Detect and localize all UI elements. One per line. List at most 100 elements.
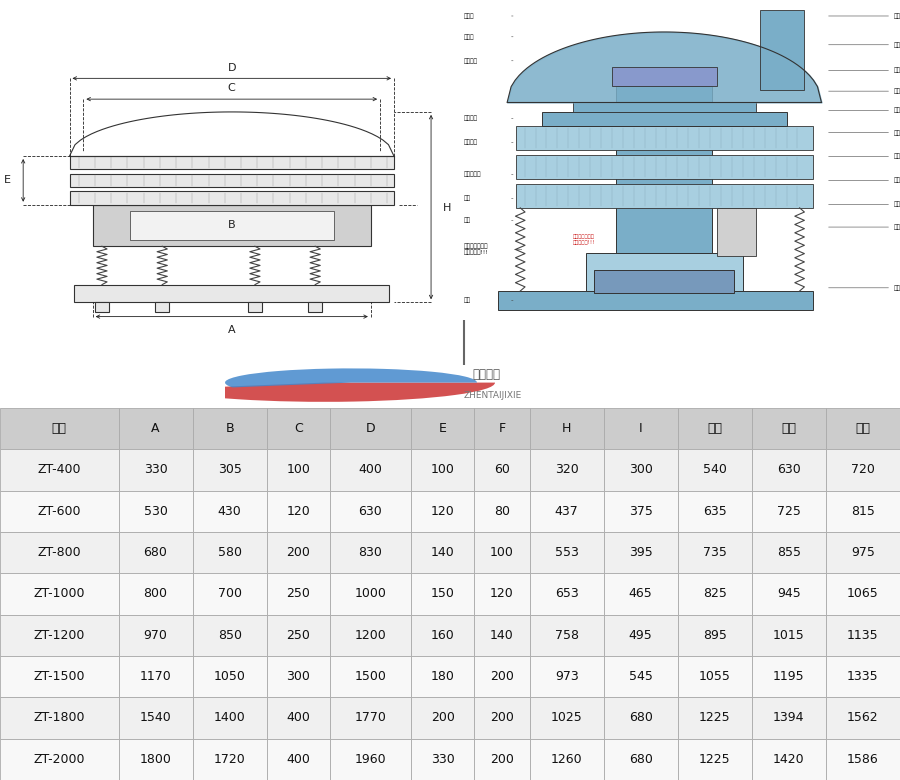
Text: 120: 120 [286,505,310,518]
Bar [411,697,474,739]
Text: 540: 540 [703,463,727,477]
Text: 小尺寸排料: 小尺寸排料 [464,172,481,177]
Text: 725: 725 [777,505,801,518]
Text: 1065: 1065 [847,587,878,601]
Text: C: C [228,83,236,94]
Bar [516,184,813,207]
Text: 1025: 1025 [551,711,582,725]
Text: 1225: 1225 [699,753,731,766]
Bar [0,656,119,697]
Text: E: E [4,176,11,186]
Text: B: B [228,221,236,230]
Bar [411,739,474,780]
Bar [678,449,752,491]
Bar [612,67,716,87]
Bar [474,615,529,656]
Bar [266,739,329,780]
Text: 三层: 三层 [856,422,870,435]
Text: 二层: 二层 [781,422,797,435]
Bar [542,112,787,126]
Bar [604,739,678,780]
Bar [95,302,109,312]
Bar [604,656,678,697]
Text: ZT-800: ZT-800 [38,546,81,559]
Bar [193,532,266,573]
Bar [752,491,826,532]
Text: 振体: 振体 [894,202,900,207]
Bar [193,408,266,449]
Bar [119,491,193,532]
Text: 680: 680 [144,546,167,559]
Bar [248,302,262,312]
Text: 1055: 1055 [699,670,731,683]
Text: 553: 553 [554,546,579,559]
Text: 1394: 1394 [773,711,805,725]
Bar [604,697,678,739]
Text: 700: 700 [218,587,241,601]
Text: 顶部框架: 顶部框架 [464,58,478,63]
Text: 830: 830 [358,546,382,559]
Text: 140: 140 [490,629,514,642]
Text: F: F [499,422,506,435]
Text: 1195: 1195 [773,670,805,683]
Text: 200: 200 [490,711,514,725]
Text: 680: 680 [629,753,652,766]
Bar [474,573,529,615]
Text: D: D [228,62,236,73]
Bar [266,656,329,697]
Text: 绕外重锤板: 绕外重锤板 [894,154,900,159]
Text: 100: 100 [490,546,514,559]
Text: A: A [151,422,160,435]
Text: 筛网法兰: 筛网法兰 [894,88,900,94]
Text: A: A [228,324,236,335]
Bar [193,449,266,491]
Text: 250: 250 [286,629,310,642]
Bar [266,449,329,491]
Text: 底座: 底座 [464,298,471,303]
Bar [474,739,529,780]
Bar [826,491,900,532]
Bar [119,573,193,615]
Text: 430: 430 [218,505,241,518]
Text: 下部重锤: 下部重锤 [894,285,900,291]
Text: ZHENTAIJIXIE: ZHENTAIJIXIE [464,391,522,400]
Bar [474,532,529,573]
Bar [329,491,411,532]
Text: 975: 975 [851,546,875,559]
Text: 320: 320 [554,463,579,477]
Text: 400: 400 [286,711,310,725]
Bar [329,697,411,739]
Text: ZT-1500: ZT-1500 [33,670,85,683]
Text: 1170: 1170 [140,670,171,683]
Bar [193,656,266,697]
Bar [329,408,411,449]
Bar [119,532,193,573]
Bar [119,739,193,780]
Text: 200: 200 [286,546,310,559]
Bar [529,656,604,697]
Text: 型号: 型号 [52,422,67,435]
Bar [752,656,826,697]
Bar [119,408,193,449]
Text: 400: 400 [358,463,382,477]
Bar [329,449,411,491]
Text: 630: 630 [777,463,801,477]
Text: D: D [365,422,375,435]
Bar [266,615,329,656]
Bar [572,102,756,112]
Bar [329,656,411,697]
Text: 945: 945 [777,587,801,601]
Bar [474,408,529,449]
Bar [529,739,604,780]
Bar [193,573,266,615]
Text: H: H [443,203,452,213]
Text: 140: 140 [431,546,454,559]
Text: 1225: 1225 [699,711,731,725]
Bar [752,532,826,573]
Text: 1800: 1800 [140,753,172,766]
Text: 电动机: 电动机 [894,225,900,230]
Bar [93,204,371,246]
Text: 1500: 1500 [355,670,386,683]
Text: 1720: 1720 [214,753,246,766]
Text: 720: 720 [851,463,875,477]
